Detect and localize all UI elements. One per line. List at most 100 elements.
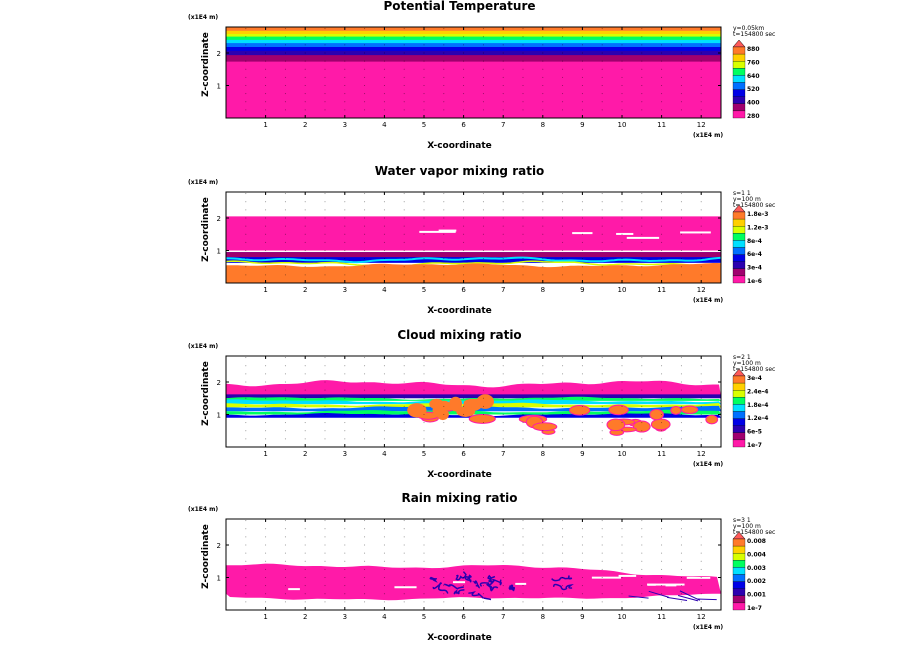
grid-dot (324, 405, 326, 407)
grid-dot (641, 414, 643, 415)
grid-dot (383, 85, 385, 86)
grid-dot (641, 520, 643, 522)
grid-dot (463, 85, 465, 86)
grid-dot (423, 536, 425, 538)
grid-dot (284, 389, 286, 391)
grid-dot (383, 536, 385, 538)
grid-dot (304, 397, 306, 399)
grid-dot (661, 365, 663, 367)
grid-dot (304, 373, 306, 375)
grid-dot (344, 68, 346, 70)
grid-dot (245, 258, 247, 260)
grid-dot (245, 373, 247, 375)
grid-dot (245, 250, 247, 251)
cloud-cell (449, 396, 463, 412)
grid-dot (562, 593, 564, 595)
grid-dot (601, 357, 603, 359)
grid-dot (403, 601, 405, 603)
grid-dot (265, 528, 267, 530)
grid-dot (324, 233, 326, 235)
theta-band-1 (226, 54, 721, 62)
grid-dot (502, 68, 504, 70)
grid-dot (284, 193, 286, 195)
grid-dot (680, 577, 682, 578)
colorbar-bin (732, 254, 746, 262)
grid-dot (542, 241, 544, 243)
grid-dot (344, 217, 346, 219)
grid-dot (443, 193, 445, 195)
grid-dot (265, 85, 267, 86)
grid-dot (661, 585, 663, 587)
grid-dot (324, 397, 326, 399)
grid-dot (324, 76, 326, 78)
grid-dot (324, 60, 326, 62)
grid-dot (522, 430, 524, 432)
grid-dot (265, 201, 267, 203)
grid-dot (364, 217, 366, 219)
colorbar-label: 0.001 (747, 592, 766, 599)
grid-dot (661, 225, 663, 227)
grid-dot (680, 585, 682, 587)
grid-dot (641, 593, 643, 595)
x-tick-label: 4 (382, 286, 387, 294)
y-tick-label: 2 (217, 215, 221, 223)
grid-dot (621, 365, 623, 367)
colorbar-bin (732, 538, 746, 547)
grid-dot (403, 528, 405, 530)
grid-dot (403, 209, 405, 211)
x-unit-label: (x1E4 m) (693, 297, 723, 304)
grid-dot (284, 60, 286, 62)
cloud-cell (649, 408, 664, 421)
grid-dot (482, 225, 484, 227)
grid-dot (581, 109, 583, 111)
colorbar-bin (732, 439, 746, 448)
grid-dot (403, 593, 405, 595)
vapor-gap (680, 231, 711, 234)
rain-streak (648, 590, 669, 598)
grid-dot (680, 389, 682, 391)
colorbar-bin (732, 261, 746, 269)
colorbar-label: 1.8e-4 (747, 402, 768, 409)
grid-dot (680, 209, 682, 211)
grid-dot (482, 217, 484, 219)
grid-dot (304, 422, 306, 424)
grid-dot (482, 405, 484, 407)
grid-dot (463, 577, 465, 578)
theta-band-9 (226, 27, 721, 31)
grid-dot (661, 258, 663, 260)
panel-theta: Potential Temperature(x1E4 m)1 2 3 4 5 6 7 8 9 10… (188, 0, 775, 151)
grid-dot (284, 414, 286, 415)
grid-dot (502, 85, 504, 86)
grid-dot (304, 544, 306, 546)
grid-dot (443, 568, 445, 570)
grid-dot (502, 241, 504, 243)
grid-dot (522, 266, 524, 268)
grid-dot (680, 552, 682, 554)
grid-dot (621, 544, 623, 546)
colorbar-label: 640 (747, 73, 760, 80)
rain-gap (452, 581, 466, 584)
x-tick-label: 4 (382, 121, 387, 129)
grid-dot (542, 585, 544, 587)
x-tick-label: 8 (541, 286, 545, 294)
grid-dot (562, 258, 564, 260)
grid-dot (344, 601, 346, 603)
grid-dot (621, 414, 623, 415)
grid-dot (304, 76, 306, 78)
grid-dot (641, 544, 643, 546)
grid-dot (680, 52, 682, 54)
grid-dot (443, 274, 445, 276)
rain-streak (696, 598, 717, 601)
grid-dot (700, 560, 702, 562)
grid-dot (562, 536, 564, 538)
grid-dot (641, 250, 643, 251)
grid-dot (502, 422, 504, 424)
grid-dot (423, 217, 425, 219)
grid-dot (562, 585, 564, 587)
grid-dot (542, 593, 544, 595)
colorbar-label: 760 (747, 59, 760, 66)
grid-dot (403, 109, 405, 111)
grid-dot (344, 241, 346, 243)
grid-dot (403, 266, 405, 268)
grid-dot (245, 109, 247, 111)
